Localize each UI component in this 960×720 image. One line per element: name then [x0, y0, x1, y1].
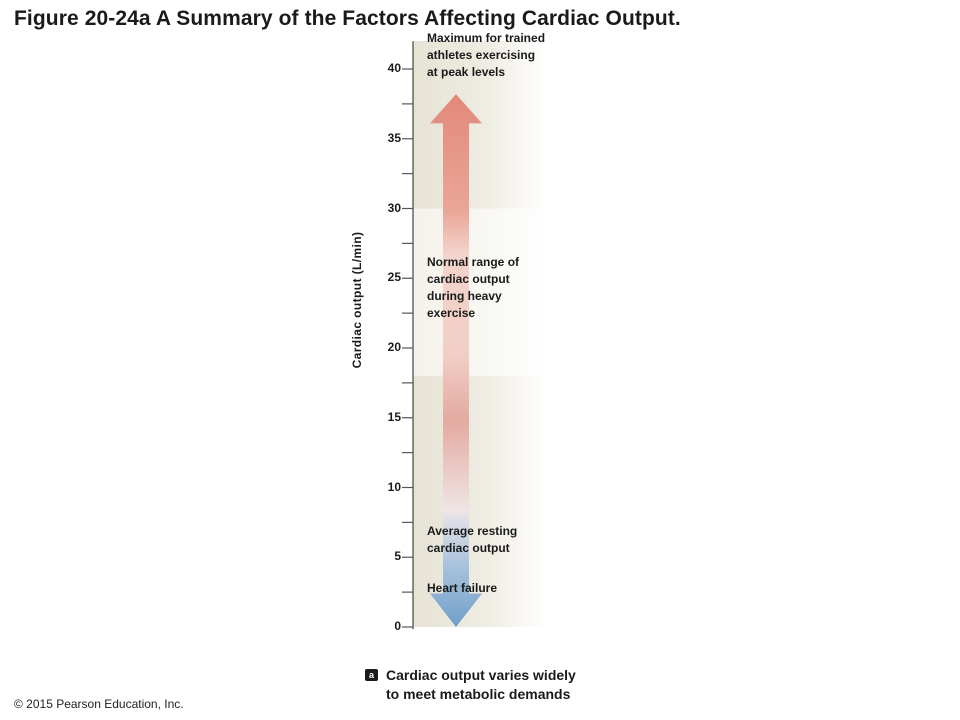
y-axis-label: Cardiac output (L/min) [350, 231, 364, 369]
y-axis [402, 41, 414, 629]
y-tick-label: 0 [394, 619, 401, 633]
arrow-down-failure [430, 512, 482, 627]
annotation-normal: Normal range of cardiac output during he… [427, 254, 539, 322]
y-tick-label: 10 [387, 479, 401, 494]
y-tick-label: 40 [387, 61, 401, 75]
arrow-up-exercise [430, 94, 482, 513]
panel-badge: a [365, 669, 378, 681]
y-tick-label: 15 [387, 409, 401, 424]
annotation-maximum-text: Maximum for trained athletes exercising … [427, 31, 546, 79]
annotation-resting-text: Average resting cardiac output [427, 524, 518, 555]
caption-line-2: to meet metabolic demands [386, 686, 571, 702]
y-tick-label: 35 [387, 130, 401, 145]
caption-line-1: Cardiac output varies widely [386, 667, 576, 683]
figure-caption: Cardiac output varies widely to meet met… [386, 666, 576, 704]
annotation-maximum: Maximum for trained athletes exercising … [427, 30, 547, 81]
range-panels [413, 41, 547, 628]
annotation-resting: Average resting cardiac output [427, 523, 545, 557]
figure-title: Figure 20-24a A Summary of the Factors A… [14, 7, 681, 30]
zone-average-resting [413, 375, 547, 583]
zone-normal-exercise [413, 208, 547, 376]
annotation-failure-text: Heart failure [427, 581, 498, 595]
y-tick-label: 25 [387, 270, 401, 285]
range-arrows [430, 94, 482, 627]
annotation-normal-text: Normal range of cardiac output during he… [427, 255, 520, 320]
zone-heart-failure [413, 582, 547, 627]
y-tick-label: 30 [387, 200, 401, 215]
zone-athlete-maximum [413, 94, 547, 209]
y-tick-label: 20 [387, 340, 401, 354]
copyright-notice: © 2015 Pearson Education, Inc. [14, 697, 184, 711]
y-tick-label: 5 [394, 549, 401, 564]
annotation-failure: Heart failure [427, 580, 537, 597]
